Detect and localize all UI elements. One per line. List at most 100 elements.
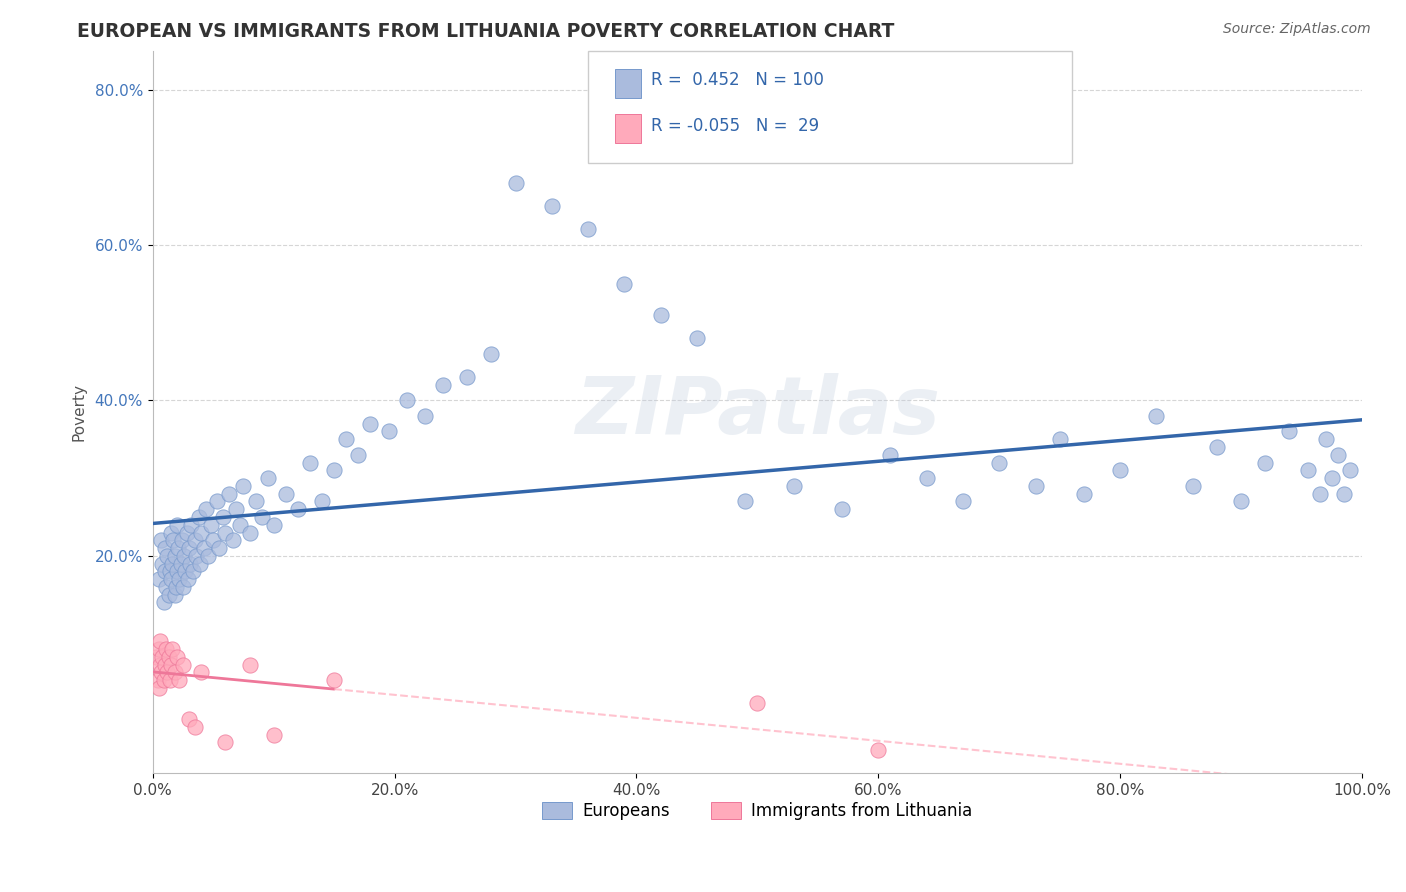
Point	[181, 565, 204, 579]
Point	[208, 541, 231, 555]
Point	[160, 525, 183, 540]
Text: EUROPEAN VS IMMIGRANTS FROM LITHUANIA POVERTY CORRELATION CHART: EUROPEAN VS IMMIGRANTS FROM LITHUANIA PO…	[77, 22, 894, 41]
Point	[148, 681, 170, 695]
Point	[613, 277, 636, 291]
Point	[1309, 486, 1331, 500]
Point	[152, 595, 174, 609]
Point	[176, 525, 198, 540]
Point	[1206, 440, 1229, 454]
Point	[146, 673, 169, 688]
Point	[166, 649, 188, 664]
Point	[177, 712, 200, 726]
Point	[179, 557, 201, 571]
Point	[221, 533, 243, 548]
Point	[167, 541, 190, 555]
Text: ZIPatlas: ZIPatlas	[575, 373, 939, 451]
Point	[686, 331, 709, 345]
Point	[298, 456, 321, 470]
Point	[456, 370, 478, 384]
Point	[540, 199, 562, 213]
Point	[238, 525, 260, 540]
Point	[1109, 463, 1132, 477]
Point	[157, 588, 180, 602]
Point	[1073, 486, 1095, 500]
Point	[160, 557, 183, 571]
Point	[149, 634, 172, 648]
Point	[160, 572, 183, 586]
Point	[479, 347, 502, 361]
Point	[155, 642, 177, 657]
Text: Source: ZipAtlas.com: Source: ZipAtlas.com	[1223, 22, 1371, 37]
Point	[734, 494, 756, 508]
Point	[152, 557, 174, 571]
Point	[157, 649, 180, 664]
Point	[145, 649, 167, 664]
Point	[1024, 479, 1046, 493]
Point	[202, 533, 225, 548]
Point	[782, 479, 804, 493]
Point	[156, 665, 179, 680]
Y-axis label: Poverty: Poverty	[72, 383, 86, 441]
Point	[195, 502, 218, 516]
Point	[159, 565, 181, 579]
Point	[188, 557, 211, 571]
Point	[868, 743, 890, 757]
Point	[186, 549, 208, 563]
Point	[200, 517, 222, 532]
Point	[245, 494, 267, 508]
Point	[576, 222, 599, 236]
Point	[153, 541, 176, 555]
Point	[173, 549, 195, 563]
Point	[156, 549, 179, 563]
Point	[148, 642, 170, 657]
Point	[1327, 448, 1350, 462]
Point	[205, 494, 228, 508]
Point	[1254, 456, 1277, 470]
FancyBboxPatch shape	[588, 51, 1071, 162]
Point	[650, 308, 672, 322]
Point	[256, 471, 278, 485]
Point	[212, 510, 235, 524]
Point	[163, 549, 186, 563]
Point	[148, 572, 170, 586]
Point	[190, 525, 212, 540]
Point	[184, 533, 207, 548]
Point	[323, 673, 346, 688]
Point	[174, 565, 197, 579]
Point	[1049, 432, 1071, 446]
Point	[184, 720, 207, 734]
Bar	[614, 69, 641, 97]
Point	[238, 657, 260, 672]
Point	[169, 673, 191, 688]
Point	[190, 665, 212, 680]
Point	[323, 463, 346, 477]
Point	[250, 510, 273, 524]
Point	[335, 432, 357, 446]
Point	[177, 541, 200, 555]
Point	[347, 448, 370, 462]
Point	[160, 642, 183, 657]
Point	[166, 517, 188, 532]
Point	[152, 649, 174, 664]
Point	[177, 572, 200, 586]
Point	[150, 665, 173, 680]
Point	[197, 549, 219, 563]
Point	[915, 471, 938, 485]
Point	[1315, 432, 1337, 446]
Point	[180, 517, 202, 532]
Point	[287, 502, 309, 516]
Text: R = -0.055   N =  29: R = -0.055 N = 29	[651, 117, 820, 136]
Legend: Europeans, Immigrants from Lithuania: Europeans, Immigrants from Lithuania	[536, 795, 980, 827]
Point	[163, 588, 186, 602]
Point	[214, 525, 236, 540]
Point	[163, 665, 186, 680]
Point	[149, 657, 172, 672]
Point	[170, 533, 193, 548]
Point	[311, 494, 333, 508]
Point	[1230, 494, 1253, 508]
Point	[952, 494, 974, 508]
Point	[214, 735, 236, 749]
Point	[263, 728, 285, 742]
Point	[413, 409, 436, 423]
Point	[432, 377, 454, 392]
